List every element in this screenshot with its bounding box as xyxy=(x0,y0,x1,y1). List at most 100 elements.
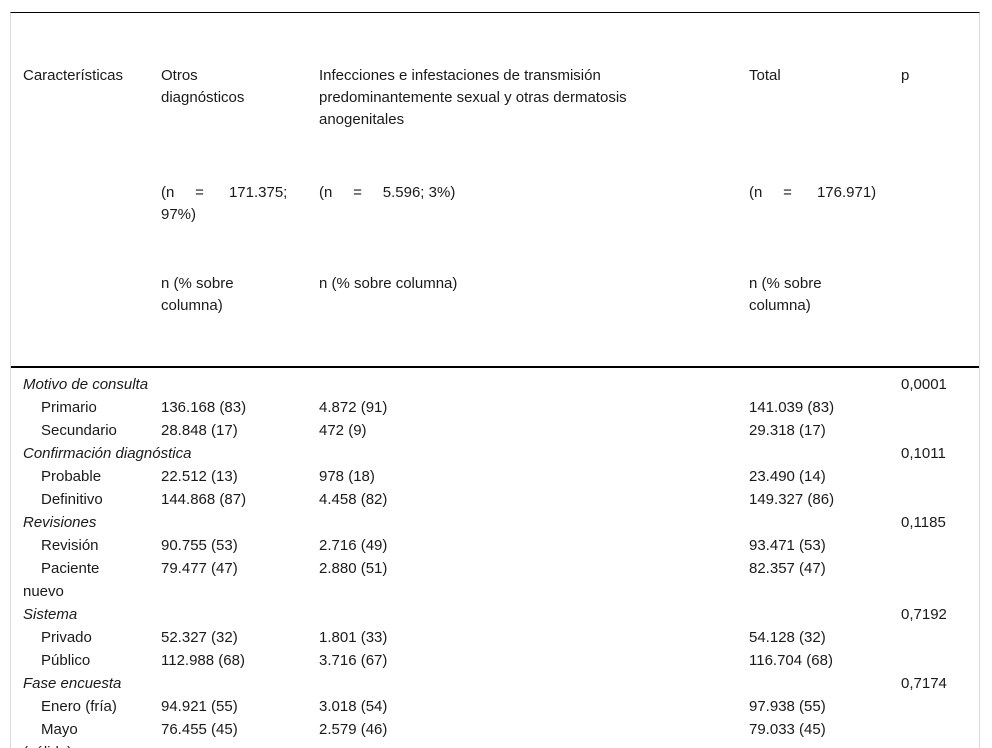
otros-diagnosticos-cell: 76.455 (45) xyxy=(161,721,238,738)
column-title: Otros diagnósticos xyxy=(161,67,245,106)
p-value-cell: 0,1185 xyxy=(901,514,946,531)
p-value-cell xyxy=(901,534,981,557)
total-cell: 23.490 (14) xyxy=(749,468,826,485)
otros-diagnosticos-cell: 90.755 (53) xyxy=(161,537,238,554)
group-label-cell: Revisiones xyxy=(23,514,97,531)
table-row: Revisión 90.755 (53) 2.716 (49) 93.471 (53) xyxy=(23,534,981,557)
column-title: Características xyxy=(23,67,124,84)
total-cell: 116.704 (68) xyxy=(749,652,833,669)
p-value-cell xyxy=(901,557,981,603)
column-header-p: p xyxy=(901,21,981,361)
infecciones-cell: 4.458 (82) xyxy=(319,491,388,508)
column-n: (n = 5.596; 3%) xyxy=(319,184,456,201)
column-n: (n = 176.971) xyxy=(749,184,877,201)
infecciones-cell: 1.801 (33) xyxy=(319,629,388,646)
column-header-total: Total (n = 176.971) n (% sobre columna) xyxy=(749,21,901,361)
group-row: Sistema 0,7192 xyxy=(23,603,981,626)
p-value-cell xyxy=(901,695,981,718)
p-value-cell xyxy=(901,488,981,511)
row-label-cell: Secundario xyxy=(41,422,117,439)
column-measure: n (% sobre columna) xyxy=(749,275,822,314)
infecciones-cell: 2.716 (49) xyxy=(319,537,388,554)
column-measure xyxy=(901,273,981,317)
column-title: Infecciones e infestaciones de transmisi… xyxy=(319,67,627,128)
group-row: Motivo de consulta 0,0001 xyxy=(23,373,981,396)
group-row: Revisiones 0,1185 xyxy=(23,511,981,534)
group-label-cell: Sistema xyxy=(23,606,78,623)
group-row: Confirmación diagnóstica 0,1011 xyxy=(23,442,981,465)
infecciones-cell: 472 (9) xyxy=(319,422,367,439)
column-measure: n (% sobre columna) xyxy=(319,275,458,292)
row-label-cell: Mayo (cálida) xyxy=(23,721,78,748)
column-header-otros-diagnosticos: Otros diagnósticos (n = 171.375; 97%) n … xyxy=(161,21,319,361)
column-n: (n = 171.375; 97%) xyxy=(161,184,288,223)
row-label-cell: Definitivo xyxy=(41,491,103,508)
row-label-cell: Revisión xyxy=(41,537,99,554)
otros-diagnosticos-cell: 112.988 (68) xyxy=(161,652,245,669)
p-value-cell: 0,0001 xyxy=(901,376,947,393)
p-value-cell: 0,7192 xyxy=(901,606,947,623)
row-label-cell: Público xyxy=(41,652,91,669)
total-cell: 141.039 (83) xyxy=(749,399,835,416)
table-row: Secundario 28.848 (17) 472 (9) 29.318 (17) xyxy=(23,419,981,442)
p-value-cell xyxy=(901,649,981,672)
statistics-table: Características Otros diagnósticos (n = … xyxy=(10,12,980,748)
infecciones-cell: 2.579 (46) xyxy=(319,721,388,738)
column-header-infecciones: Infecciones e infestaciones de transmisi… xyxy=(319,21,749,361)
group-label-cell: Confirmación diagnóstica xyxy=(23,445,192,462)
p-value-cell: 0,7174 xyxy=(901,675,947,692)
total-cell: 82.357 (47) xyxy=(749,560,826,577)
column-measure xyxy=(23,273,161,317)
row-label-cell: Paciente nuevo xyxy=(23,560,100,600)
table-row: Primario 136.168 (83) 4.872 (91) 141.039 (8… xyxy=(23,396,981,419)
table-grid: Motivo de consulta 0,0001 Primario 136.168 … xyxy=(23,373,981,748)
total-cell: 97.938 (55) xyxy=(749,698,826,715)
table-row: Mayo (cálida) 76.455 (45) 2.579 (46) 79.033… xyxy=(23,718,981,748)
otros-diagnosticos-cell: 22.512 (13) xyxy=(161,468,238,485)
column-title: p xyxy=(901,67,910,84)
p-value-cell: 0,1011 xyxy=(901,445,946,462)
p-value-cell xyxy=(901,626,981,649)
table-body: Motivo de consulta 0,0001 Primario 136.168 … xyxy=(23,373,981,748)
table-row: Privado 52.327 (32) 1.801 (33) 54.128 (32) xyxy=(23,626,981,649)
total-cell: 149.327 (86) xyxy=(749,491,835,508)
otros-diagnosticos-cell: 94.921 (55) xyxy=(161,698,238,715)
infecciones-cell: 2.880 (51) xyxy=(319,560,388,577)
group-row: Fase encuesta 0,7174 xyxy=(23,672,981,695)
column-header-caracteristicas: Características xyxy=(23,21,161,361)
p-value-cell xyxy=(901,396,981,419)
infecciones-cell: 3.018 (54) xyxy=(319,698,388,715)
row-label-cell: Enero (fría) xyxy=(41,698,117,715)
total-cell: 29.318 (17) xyxy=(749,422,826,439)
p-value-cell xyxy=(901,465,981,488)
table-row: Público 112.988 (68) 3.716 (67) 116.704 (68… xyxy=(23,649,981,672)
infecciones-cell: 978 (18) xyxy=(319,468,375,485)
p-value-cell xyxy=(901,718,981,748)
group-label-cell: Motivo de consulta xyxy=(23,376,149,393)
infecciones-cell: 4.872 (91) xyxy=(319,399,388,416)
row-label-cell: Privado xyxy=(41,629,92,646)
otros-diagnosticos-cell: 144.868 (87) xyxy=(161,491,247,508)
otros-diagnosticos-cell: 52.327 (32) xyxy=(161,629,238,646)
otros-diagnosticos-cell: 136.168 (83) xyxy=(161,399,247,416)
infecciones-cell: 3.716 (67) xyxy=(319,652,388,669)
row-label-cell: Probable xyxy=(41,468,102,485)
otros-diagnosticos-cell: 79.477 (47) xyxy=(161,560,238,577)
total-cell: 79.033 (45) xyxy=(749,721,826,738)
total-cell: 54.128 (32) xyxy=(749,629,826,646)
column-measure: n (% sobre columna) xyxy=(161,275,234,314)
column-n xyxy=(23,182,161,229)
row-label-cell: Primario xyxy=(41,399,97,416)
column-title: Total xyxy=(749,67,781,84)
group-label-cell: Fase encuesta xyxy=(23,675,122,692)
otros-diagnosticos-cell: 28.848 (17) xyxy=(161,422,238,439)
table-row: Enero (fría) 94.921 (55) 3.018 (54) 97.938 … xyxy=(23,695,981,718)
table-row: Definitivo 144.868 (87) 4.458 (82) 149.327 … xyxy=(23,488,981,511)
table-header: Características Otros diagnósticos (n = … xyxy=(11,13,979,368)
table-row: Paciente nuevo 79.477 (47) 2.880 (51) 82.35… xyxy=(23,557,981,603)
p-value-cell xyxy=(901,419,981,442)
total-cell: 93.471 (53) xyxy=(749,537,826,554)
column-n xyxy=(901,182,981,229)
table-row: Probable 22.512 (13) 978 (18) 23.490 (14) xyxy=(23,465,981,488)
